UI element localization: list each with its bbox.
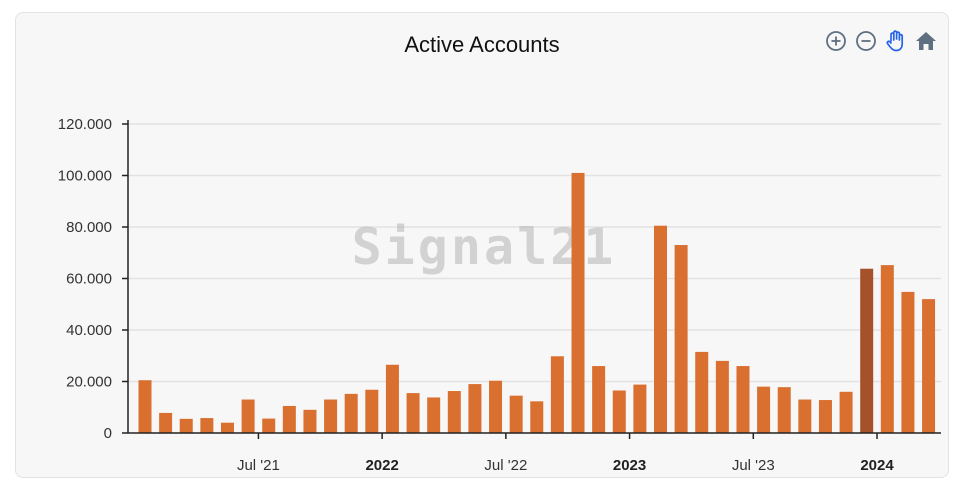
y-tick-label: 80.000 [66, 219, 112, 236]
bar-2022-08[interactable] [530, 401, 544, 433]
x-tick-label: Jul '23 [732, 457, 775, 474]
bar-2021-11[interactable] [344, 393, 358, 433]
bar-2023-06[interactable] [736, 366, 750, 433]
y-tick-label: 60.000 [66, 271, 112, 288]
x-tick-label: 2022 [365, 457, 398, 474]
bar-2022-07[interactable] [509, 395, 523, 433]
y-tick-label: 100.000 [58, 168, 112, 185]
bar-2021-08[interactable] [282, 405, 296, 433]
bar-2021-05[interactable] [220, 422, 234, 433]
y-tick-label: 20.000 [66, 374, 112, 391]
bar-2022-11[interactable] [592, 366, 606, 433]
bar-2023-03[interactable] [674, 245, 688, 433]
bar-2022-02[interactable] [406, 393, 420, 433]
bar-2021-03[interactable] [179, 418, 193, 433]
x-tick-label: Jul '21 [237, 457, 280, 474]
axes [127, 120, 941, 434]
bar-2021-09[interactable] [303, 409, 317, 433]
bar-2023-01[interactable] [633, 384, 647, 433]
bar-2023-09[interactable] [798, 399, 812, 433]
bar-2022-09[interactable] [550, 356, 564, 433]
bar-2022-03[interactable] [427, 397, 441, 433]
chart-toolbar [824, 29, 938, 53]
bar-2023-11[interactable] [839, 391, 853, 433]
bar-2021-04[interactable] [200, 418, 214, 433]
x-tick-label: 2024 [860, 457, 894, 474]
chart-panel: Active Accounts [15, 12, 949, 478]
bar-2023-10[interactable] [818, 400, 832, 433]
zoom-in-icon [826, 31, 846, 51]
bar-2022-12[interactable] [612, 390, 626, 433]
chart-title: Active Accounts [404, 32, 560, 57]
bar-2023-04[interactable] [695, 351, 709, 433]
zoom-out-icon [856, 31, 876, 51]
bars [138, 172, 936, 434]
bar-2021-06[interactable] [241, 399, 255, 433]
bar-2022-10[interactable] [571, 172, 585, 434]
bar-2024-02[interactable] [901, 291, 915, 433]
x-tick-label: 2023 [613, 457, 646, 474]
bar-2023-07[interactable] [757, 386, 771, 433]
zoom-out-button[interactable] [854, 29, 878, 53]
y-tick-label: 120.000 [58, 116, 112, 133]
y-axis-ticks: 0 20.000 40.000 60.000 80.000 100.000 120.000 [58, 116, 128, 442]
pan-button[interactable] [884, 29, 908, 53]
bar-2024-03[interactable] [922, 299, 936, 433]
bar-2024-01[interactable] [880, 265, 894, 433]
bar-2023-05[interactable] [715, 360, 729, 433]
x-axis-ticks: Jul '21 2022 Jul '22 2023 Jul '23 2024 [237, 433, 894, 474]
hand-pan-icon [886, 30, 904, 52]
watermark-text: Signal21 [352, 218, 617, 276]
bar-2023-12[interactable] [860, 268, 874, 433]
bar-2022-05[interactable] [468, 384, 482, 433]
zoom-in-button[interactable] [824, 29, 848, 53]
bar-2021-10[interactable] [324, 399, 338, 433]
home-reset-icon [916, 32, 936, 50]
bar-2021-07[interactable] [262, 418, 276, 433]
grid-lines [128, 123, 941, 383]
x-tick-label: Jul '22 [484, 457, 527, 474]
bar-2022-04[interactable] [447, 391, 461, 433]
bar-2021-12[interactable] [365, 389, 379, 433]
bar-2023-02[interactable] [654, 225, 667, 433]
bar-2021-02[interactable] [159, 412, 173, 433]
y-tick-label: 0 [104, 425, 112, 442]
bar-2022-01[interactable] [385, 364, 399, 433]
bar-2021-01[interactable] [138, 380, 152, 433]
reset-zoom-button[interactable] [914, 29, 938, 53]
bar-2022-06[interactable] [489, 380, 503, 433]
bar-2023-08[interactable] [777, 387, 791, 433]
y-tick-label: 40.000 [66, 322, 112, 339]
